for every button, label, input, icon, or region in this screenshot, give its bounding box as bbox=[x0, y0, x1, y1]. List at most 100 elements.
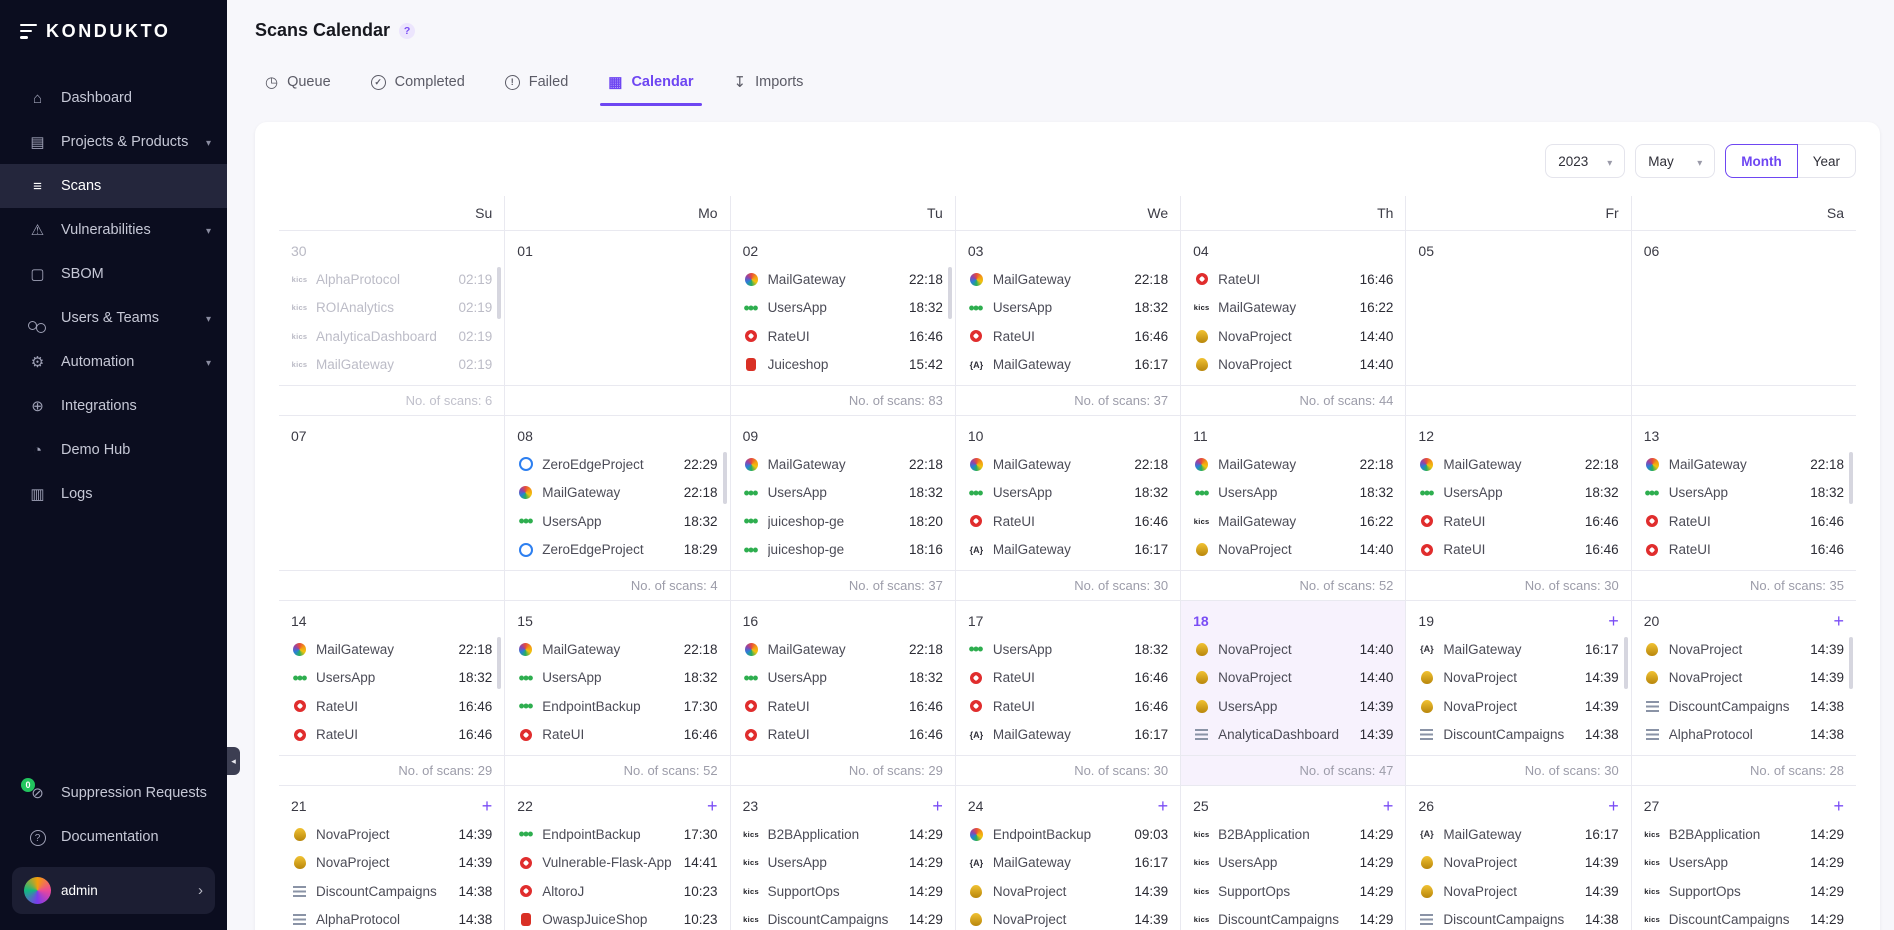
scan-entry[interactable]: RateUI 16:46 bbox=[731, 322, 955, 351]
view-year-button[interactable]: Year bbox=[1797, 144, 1856, 178]
scan-entry[interactable]: juiceshop-ge 18:16 bbox=[731, 536, 955, 565]
scan-entry[interactable]: DiscountCampaigns 14:38 bbox=[1406, 906, 1630, 930]
scrollbar[interactable] bbox=[497, 267, 502, 319]
day-cell-21[interactable]: 21 + NovaProject 14:39 NovaProject 14:39 Disco… bbox=[279, 786, 505, 930]
scan-entry[interactable]: kics B2BApplication 14:29 bbox=[731, 820, 955, 849]
scan-entry[interactable]: UsersApp 18:32 bbox=[1406, 479, 1630, 508]
day-cell-15[interactable]: 15 MailGateway 22:18 UsersApp 18:32 EndpointB… bbox=[504, 601, 730, 785]
add-scan-button[interactable]: + bbox=[932, 796, 943, 816]
scan-entry[interactable]: NovaProject 14:39 bbox=[1406, 692, 1630, 721]
scan-entry[interactable]: UsersApp 18:32 bbox=[505, 664, 729, 693]
user-menu[interactable]: admin › bbox=[12, 867, 215, 914]
tab-failed[interactable]: ! Failed bbox=[504, 73, 568, 106]
scan-entry[interactable]: RateUI 16:46 bbox=[505, 721, 729, 750]
scan-entry[interactable]: MailGateway 22:18 bbox=[731, 265, 955, 294]
tab-completed[interactable]: ✓ Completed bbox=[370, 73, 465, 106]
scan-entry[interactable]: AnalyticaDashboard 14:39 bbox=[1181, 721, 1405, 750]
scan-entry[interactable]: MailGateway 22:18 bbox=[279, 635, 504, 664]
scan-entry[interactable]: RateUI 16:46 bbox=[1181, 265, 1405, 294]
tab-imports[interactable]: ↧ Imports bbox=[734, 73, 804, 106]
scrollbar[interactable] bbox=[497, 637, 502, 689]
sidebar-item-projects-products[interactable]: ▤ Projects & Products bbox=[0, 120, 227, 164]
add-scan-button[interactable]: + bbox=[1833, 796, 1844, 816]
add-scan-button[interactable]: + bbox=[1833, 611, 1844, 631]
scan-entry[interactable]: AlphaProtocol 14:38 bbox=[1632, 721, 1856, 750]
sidebar-collapse-button[interactable]: ◂ bbox=[227, 747, 240, 775]
scan-entry[interactable]: NovaProject 14:39 bbox=[1632, 664, 1856, 693]
scan-entry[interactable]: MailGateway 22:18 bbox=[731, 635, 955, 664]
day-cell-23[interactable]: 23 + kics B2BApplication 14:29 kics UsersApp 14… bbox=[729, 786, 955, 930]
scan-entry[interactable]: {A} MailGateway 16:17 bbox=[956, 849, 1180, 878]
scan-entry[interactable]: UsersApp 18:32 bbox=[956, 479, 1180, 508]
scan-entry[interactable]: kics ROIAnalytics 02:19 bbox=[279, 294, 504, 323]
day-cell-09[interactable]: 09 MailGateway 22:18 UsersApp 18:32 juiceshop… bbox=[729, 416, 955, 600]
sidebar-item-automation[interactable]: ⚙ Automation bbox=[0, 340, 227, 384]
scan-entry[interactable]: RateUI 16:46 bbox=[956, 507, 1180, 536]
scan-entry[interactable]: kics MailGateway 16:22 bbox=[1181, 294, 1405, 323]
day-cell-14[interactable]: 14 MailGateway 22:18 UsersApp 18:32 RateUI 16:… bbox=[279, 601, 505, 785]
scan-entry[interactable]: kics SupportOps 14:29 bbox=[1632, 877, 1856, 906]
scan-entry[interactable]: RateUI 16:46 bbox=[731, 692, 955, 721]
scan-entry[interactable]: NovaProject 14:40 bbox=[1181, 664, 1405, 693]
scan-entry[interactable]: UsersApp 18:32 bbox=[956, 294, 1180, 323]
scan-entry[interactable]: RateUI 16:46 bbox=[1406, 507, 1630, 536]
scan-entry[interactable]: RateUI 16:46 bbox=[731, 721, 955, 750]
day-cell-07[interactable]: 07 bbox=[279, 416, 505, 600]
scan-entry[interactable]: NovaProject 14:39 bbox=[956, 877, 1180, 906]
day-cell-16[interactable]: 16 MailGateway 22:18 UsersApp 18:32 RateUI 16:… bbox=[729, 601, 955, 785]
day-cell-17[interactable]: 17 UsersApp 18:32 RateUI 16:46 RateUI 16:46 {A}… bbox=[954, 601, 1181, 785]
add-scan-button[interactable]: + bbox=[1157, 796, 1169, 816]
scan-entry[interactable]: {A} MailGateway 16:17 bbox=[956, 721, 1180, 750]
scan-entry[interactable]: NovaProject 14:40 bbox=[1181, 536, 1405, 565]
scan-entry[interactable]: UsersApp 18:32 bbox=[731, 664, 955, 693]
scan-entry[interactable]: kics MailGateway 02:19 bbox=[279, 351, 504, 380]
day-cell-06[interactable]: 06 bbox=[1630, 231, 1856, 415]
day-cell-19[interactable]: 19 + {A} MailGateway 16:17 NovaProject 14:39 No… bbox=[1405, 601, 1631, 785]
scan-entry[interactable]: NovaProject 14:39 bbox=[279, 849, 504, 878]
scan-entry[interactable]: DiscountCampaigns 14:38 bbox=[279, 877, 504, 906]
scan-entry[interactable]: NovaProject 14:40 bbox=[1181, 351, 1405, 380]
scan-entry[interactable]: kics AnalyticaDashboard 02:19 bbox=[279, 322, 504, 351]
day-cell-02[interactable]: 02 MailGateway 22:18 UsersApp 18:32 RateUI 16:… bbox=[729, 231, 955, 415]
day-cell-25[interactable]: 25 + kics B2BApplication 14:29 kics UsersApp 14… bbox=[1180, 786, 1406, 930]
scan-entry[interactable]: {A} MailGateway 16:17 bbox=[956, 536, 1180, 565]
scan-entry[interactable]: Juiceshop 15:42 bbox=[731, 351, 955, 380]
sidebar-item-suppression-requests[interactable]: ⊘ 0 Suppression Requests bbox=[0, 771, 227, 815]
year-select[interactable]: 2023 bbox=[1545, 144, 1626, 178]
scan-entry[interactable]: MailGateway 22:18 bbox=[1181, 450, 1405, 479]
day-cell-10[interactable]: 10 MailGateway 22:18 UsersApp 18:32 RateUI 16:… bbox=[954, 416, 1181, 600]
sidebar-item-logs[interactable]: ▥ Logs bbox=[0, 472, 227, 516]
scan-entry[interactable]: MailGateway 22:18 bbox=[731, 450, 955, 479]
scan-entry[interactable]: ZeroEdgeProject 22:29 bbox=[505, 450, 729, 479]
scan-entry[interactable]: MailGateway 22:18 bbox=[956, 450, 1180, 479]
add-scan-button[interactable]: + bbox=[481, 796, 493, 816]
scan-entry[interactable]: kics UsersApp 14:29 bbox=[1181, 849, 1405, 878]
scan-entry[interactable]: kics SupportOps 14:29 bbox=[1181, 877, 1405, 906]
scan-entry[interactable]: NovaProject 14:39 bbox=[1632, 635, 1856, 664]
month-select[interactable]: May bbox=[1635, 144, 1716, 178]
scan-entry[interactable]: {A} MailGateway 16:17 bbox=[1406, 635, 1630, 664]
day-cell-01[interactable]: 01 bbox=[504, 231, 730, 415]
scan-entry[interactable]: RateUI 16:46 bbox=[279, 692, 504, 721]
sidebar-item-users-teams[interactable]: Users & Teams bbox=[0, 296, 227, 340]
scan-entry[interactable]: kics SupportOps 14:29 bbox=[731, 877, 955, 906]
scan-entry[interactable]: RateUI 16:46 bbox=[956, 322, 1180, 351]
scan-entry[interactable]: UsersApp 18:32 bbox=[279, 664, 504, 693]
scan-entry[interactable]: kics B2BApplication 14:29 bbox=[1632, 820, 1856, 849]
scan-entry[interactable]: UsersApp 18:32 bbox=[956, 635, 1180, 664]
scan-entry[interactable]: kics B2BApplication 14:29 bbox=[1181, 820, 1405, 849]
day-cell-20[interactable]: 20 + NovaProject 14:39 NovaProject 14:39 Disco… bbox=[1630, 601, 1856, 785]
scan-entry[interactable]: {A} MailGateway 16:17 bbox=[1406, 820, 1630, 849]
day-cell-08[interactable]: 08 ZeroEdgeProject 22:29 MailGateway 22:18 Us… bbox=[504, 416, 730, 600]
add-scan-button[interactable]: + bbox=[1608, 796, 1619, 816]
scan-entry[interactable]: UsersApp 18:32 bbox=[505, 507, 729, 536]
scan-entry[interactable]: RateUI 16:46 bbox=[956, 692, 1180, 721]
scan-entry[interactable]: RateUI 16:46 bbox=[1632, 536, 1856, 565]
scan-entry[interactable]: AltoroJ 10:23 bbox=[505, 877, 729, 906]
scan-entry[interactable]: DiscountCampaigns 14:38 bbox=[1406, 721, 1630, 750]
tab-queue[interactable]: ◷ Queue bbox=[265, 73, 331, 106]
scrollbar[interactable] bbox=[1623, 637, 1628, 689]
day-cell-26[interactable]: 26 + {A} MailGateway 16:17 NovaProject 14:39 No… bbox=[1405, 786, 1631, 930]
scrollbar[interactable] bbox=[947, 267, 952, 319]
sidebar-item-vulnerabilities[interactable]: ⚠ Vulnerabilities bbox=[0, 208, 227, 252]
